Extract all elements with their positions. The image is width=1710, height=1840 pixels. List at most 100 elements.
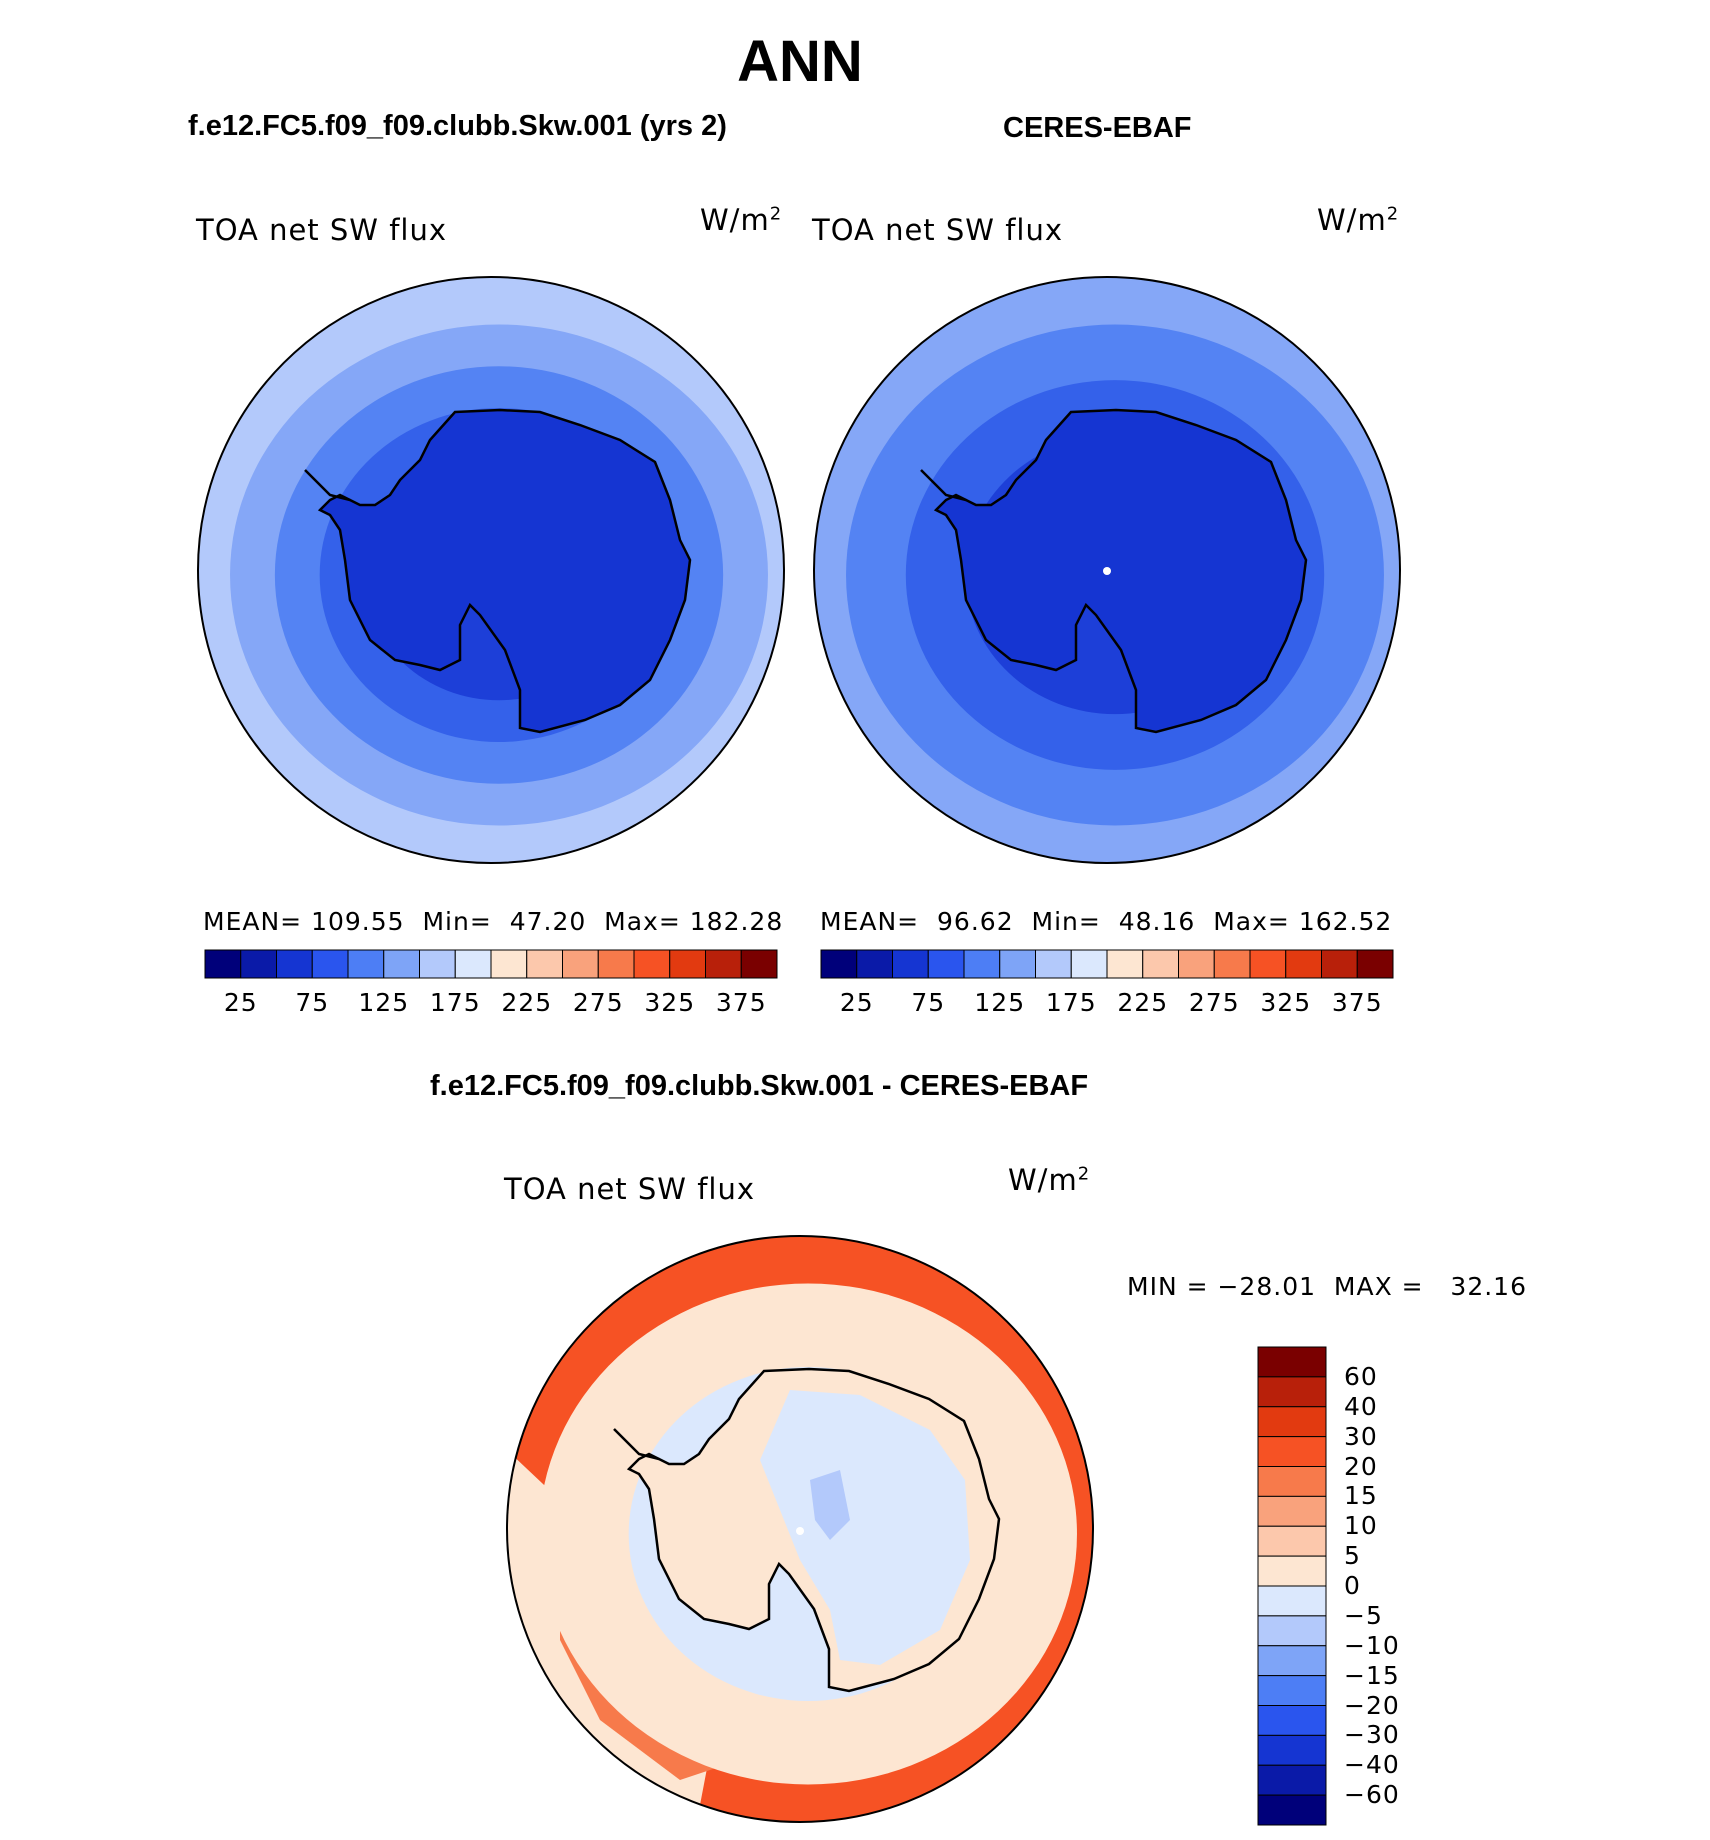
panel-1-stats: MEAN= 109.55 Min= 47.20 Max= 182.28 <box>203 907 784 936</box>
colorbar-diff-label: 60 <box>1344 1361 1378 1391</box>
colorbar-panel-1-swatch <box>597 949 635 979</box>
colorbar-panel-1-tick-label: 175 <box>429 988 481 1017</box>
colorbar-diff-label: −10 <box>1344 1630 1400 1660</box>
colorbar-diff-swatch <box>1257 1675 1327 1706</box>
colorbar-diff-label: 10 <box>1344 1511 1378 1541</box>
colorbar-panel-2-swatch <box>820 949 858 979</box>
colorbar-panel-1-swatch <box>705 949 742 979</box>
colorbar-panel-2-tick-label: 125 <box>974 988 1026 1017</box>
colorbar-panel-1-swatch <box>633 949 671 979</box>
colorbar-diff-swatch <box>1257 1525 1327 1557</box>
colorbar-diff-label: −30 <box>1344 1720 1400 1750</box>
colorbar-diff-swatch <box>1257 1705 1327 1736</box>
diff-minmax: MIN = −28.01 MAX = 32.16 <box>1127 1272 1527 1301</box>
panel-2-title: CERES-EBAF <box>1003 112 1192 144</box>
colorbar-panel-2-swatch <box>1035 949 1072 979</box>
colorbar-diff-label: 0 <box>1344 1571 1361 1600</box>
colorbar-diff-label: 5 <box>1344 1541 1361 1571</box>
colorbar-panel-2-swatch <box>1285 949 1322 979</box>
colorbar-diff-label: 30 <box>1344 1421 1378 1451</box>
colorbar-diff-swatch <box>1257 1406 1327 1438</box>
colorbar-panel-2-tick-label: 175 <box>1045 988 1097 1017</box>
colorbar-diff-swatch <box>1257 1466 1327 1497</box>
colorbar-diff-swatch <box>1257 1555 1327 1587</box>
colorbar-diff-label: −60 <box>1344 1780 1400 1810</box>
colorbar-panel-2-swatch <box>1070 949 1108 979</box>
diff-interior-patch <box>810 1470 850 1540</box>
colorbar-diff <box>1257 1346 1327 1826</box>
colorbar-panel-1 <box>204 949 778 979</box>
diff-polar-map <box>506 1235 1094 1823</box>
colorbar-panel-1-swatch <box>311 949 349 979</box>
colorbar-panel-2 <box>820 949 1394 979</box>
colorbar-diff-swatch <box>1257 1436 1327 1467</box>
colorbar-panel-2-swatch <box>856 949 893 979</box>
colorbar-diff-label: −40 <box>1344 1750 1400 1780</box>
colorbar-panel-2-swatch <box>1356 949 1394 979</box>
colorbar-panel-2-tick-label: 325 <box>1260 988 1312 1017</box>
colorbar-panel-1-swatch <box>490 949 528 979</box>
colorbar-diff-swatch <box>1257 1645 1327 1677</box>
colorbar-diff-swatch <box>1257 1734 1327 1766</box>
colorbar-diff-label: −15 <box>1344 1660 1400 1690</box>
panel-1-antarctica-coastline <box>317 408 692 734</box>
panel-1-polar-map <box>197 276 785 864</box>
colorbar-panel-1-swatch <box>526 949 563 979</box>
colorbar-diff-swatch <box>1257 1495 1327 1527</box>
colorbar-diff-swatch <box>1257 1764 1327 1796</box>
colorbar-panel-2-swatch <box>892 949 929 979</box>
colorbar-panel-2-swatch <box>1106 949 1144 979</box>
panel-2-units: W/m2 <box>1317 203 1400 237</box>
colorbar-panel-2-swatch <box>1249 949 1287 979</box>
panel-1-title: f.e12.FC5.f09_f09.clubb.Skw.001 (yrs 2) <box>188 110 727 142</box>
panel-1-units: W/m2 <box>700 203 783 237</box>
colorbar-panel-2-swatch <box>963 949 1001 979</box>
colorbar-panel-2-swatch <box>927 949 965 979</box>
colorbar-panel-2-tick-label: 225 <box>1117 988 1169 1017</box>
colorbar-diff-label: 20 <box>1344 1451 1378 1481</box>
colorbar-panel-1-swatch <box>240 949 277 979</box>
panel-2-south-pole-marker <box>1103 567 1111 575</box>
colorbar-diff-swatch <box>1257 1376 1327 1408</box>
diff-units: W/m2 <box>1008 1163 1091 1197</box>
colorbar-diff-swatch <box>1257 1794 1327 1826</box>
colorbar-panel-1-tick-label: 275 <box>572 988 624 1017</box>
panel-2-antarctica-coastline <box>933 408 1308 734</box>
colorbar-diff-label: 40 <box>1344 1391 1378 1421</box>
colorbar-panel-2-swatch <box>1321 949 1358 979</box>
colorbar-panel-2-tick-label: 375 <box>1331 988 1383 1017</box>
colorbar-diff-label: −5 <box>1344 1600 1383 1630</box>
diff-interior-negative <box>760 1390 970 1665</box>
panel-1-variable-label: TOA net SW flux <box>196 213 448 247</box>
colorbar-panel-1-tick-label: 125 <box>358 988 410 1017</box>
colorbar-panel-1-tick-label: 75 <box>295 988 330 1017</box>
main-title: ANN <box>737 29 863 94</box>
diff-panel-title: f.e12.FC5.f09_f09.clubb.Skw.001 - CERES-… <box>430 1070 1089 1102</box>
diff-variable-label: TOA net SW flux <box>504 1172 756 1206</box>
colorbar-panel-1-swatch <box>419 949 456 979</box>
colorbar-panel-2-tick-label: 275 <box>1188 988 1240 1017</box>
colorbar-panel-1-swatch <box>740 949 778 979</box>
colorbar-panel-1-swatch <box>347 949 385 979</box>
colorbar-panel-1-swatch <box>204 949 242 979</box>
colorbar-diff-swatch <box>1257 1346 1327 1378</box>
colorbar-diff-label: −20 <box>1344 1690 1400 1720</box>
colorbar-panel-2-swatch <box>999 949 1036 979</box>
colorbar-panel-1-tick-label: 375 <box>715 988 767 1017</box>
panel-2-stats: MEAN= 96.62 Min= 48.16 Max= 162.52 <box>820 907 1393 936</box>
colorbar-diff-swatch <box>1257 1615 1327 1647</box>
colorbar-diff-label: 15 <box>1344 1481 1378 1511</box>
colorbar-panel-1-tick-label: 25 <box>223 988 258 1017</box>
colorbar-panel-2-tick-label: 75 <box>911 988 946 1017</box>
colorbar-panel-2-tick-label: 25 <box>839 988 874 1017</box>
colorbar-panel-1-swatch <box>562 949 599 979</box>
colorbar-panel-1-swatch <box>276 949 313 979</box>
colorbar-panel-1-tick-label: 325 <box>644 988 696 1017</box>
colorbar-panel-1-swatch <box>383 949 420 979</box>
colorbar-panel-1-tick-label: 225 <box>501 988 553 1017</box>
colorbar-diff-swatch <box>1257 1585 1327 1617</box>
colorbar-panel-2-swatch <box>1178 949 1215 979</box>
colorbar-panel-1-swatch <box>669 949 706 979</box>
colorbar-panel-2-swatch <box>1213 949 1251 979</box>
